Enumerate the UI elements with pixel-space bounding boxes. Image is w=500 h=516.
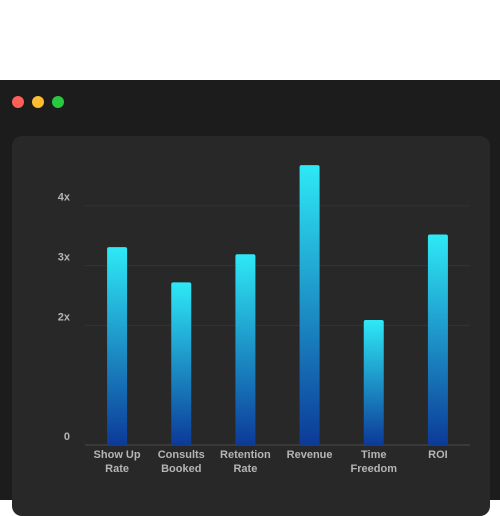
bar xyxy=(235,254,256,445)
close-button[interactable] xyxy=(12,96,24,108)
y-tick-label: 2x xyxy=(58,311,71,323)
bar xyxy=(299,165,320,446)
y-tick-label: 4x xyxy=(58,192,71,204)
x-tick-label: Show Up Rate xyxy=(93,449,141,475)
y-tick-label: 0 xyxy=(64,431,70,443)
bar xyxy=(107,247,128,445)
x-tick-label: Consults Booked xyxy=(157,449,205,475)
page: 0 2x 3x 4x Show Up Rate Consults Booked Reten… xyxy=(0,80,500,516)
bar xyxy=(171,282,192,445)
x-tick-label: Time Freedom xyxy=(350,449,397,475)
minimize-button[interactable] xyxy=(32,96,44,108)
y-tick-label: 3x xyxy=(58,252,71,264)
chart: 0 2x 3x 4x xyxy=(12,96,470,446)
bar xyxy=(363,320,384,445)
bar xyxy=(427,234,448,445)
x-tick-label: ROI xyxy=(428,449,448,461)
x-tick-label: Revenue xyxy=(286,449,333,461)
x-tick-label: Retention Rate xyxy=(220,449,271,475)
maximize-button[interactable] xyxy=(52,96,64,108)
